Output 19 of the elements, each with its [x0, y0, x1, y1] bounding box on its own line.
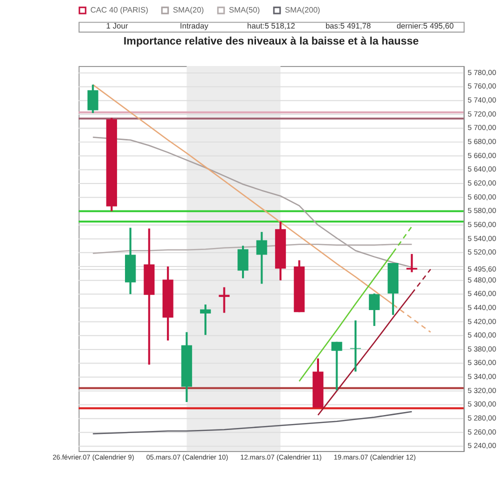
- legend-label: SMA(50): [228, 5, 260, 14]
- text: Intraday: [180, 22, 208, 31]
- text: dernier:5 495,60: [396, 22, 454, 31]
- candlestick: [256, 230, 268, 285]
- candlestick: [350, 319, 361, 373]
- candlestick: [368, 292, 380, 327]
- candlestick: [238, 244, 248, 280]
- text: haut:5 518,12: [247, 22, 296, 31]
- chart-title: Importance relative des niveaux à la baisse et à la hausse: [123, 35, 419, 48]
- line-series: [92, 411, 412, 434]
- legend-label: SMA(20): [172, 5, 204, 14]
- candlestick: [218, 286, 230, 314]
- candlestick: [331, 340, 342, 392]
- legend-label: SMA(200): [284, 5, 321, 14]
- candlestick: [200, 304, 211, 336]
- legend-label: CAC 40 (PARIS): [90, 5, 149, 14]
- text: 1 Jour: [106, 22, 128, 31]
- candlestick: [87, 84, 98, 114]
- text: bas:5 491,78: [325, 22, 372, 31]
